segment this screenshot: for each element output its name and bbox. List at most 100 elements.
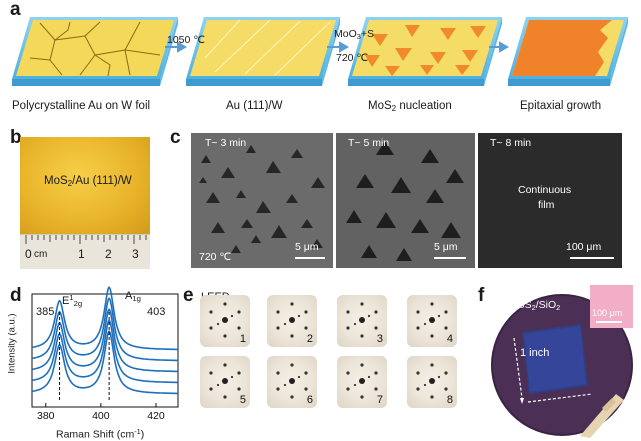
leed-diffraction-spot: [437, 375, 441, 379]
leed-spots: [276, 363, 308, 399]
leed-diffraction-spot: [346, 371, 350, 375]
leed-diffraction-spot: [416, 310, 420, 314]
raman-spectrum-1: [31, 330, 178, 395]
leed-pattern-3: 3: [337, 295, 387, 347]
leed-diffraction-spot: [430, 395, 434, 399]
gold-foil-photo: MoS2/Au (111)/W: [20, 137, 150, 234]
x-tick-label: 400: [92, 410, 110, 422]
leed-diffraction-spot: [276, 387, 280, 391]
leed-diffraction-spot: [216, 322, 220, 326]
leed-number: 7: [376, 394, 383, 406]
leed-diffraction-spot: [304, 387, 308, 391]
sem-5min-triangles: [346, 141, 464, 261]
leed-number: 4: [446, 333, 453, 345]
leed-spots: [346, 302, 378, 338]
leed-diffraction-spot: [423, 322, 427, 326]
peak-a1g-position: 403: [147, 306, 166, 318]
leed-center-spot: [222, 378, 228, 384]
leed-diffraction-spot: [360, 302, 364, 306]
leed-pattern-4: 4: [407, 295, 457, 347]
sem-8min-scale: 100 μm: [566, 241, 602, 253]
inset-scale: 100 μm: [592, 308, 623, 318]
panel-d-label: d: [10, 285, 22, 306]
leed-diffraction-spot: [430, 334, 434, 338]
leed-center-spot: [289, 317, 295, 323]
leed-diffraction-spot: [283, 383, 287, 387]
leed-diffraction-spot: [423, 383, 427, 387]
leed-diffraction-spot: [430, 302, 434, 306]
sem-image-3min: T~ 3 min 720 ℃ 5 μm: [191, 133, 333, 268]
leed-diffraction-spot: [304, 310, 308, 314]
size-arrow: [513, 337, 593, 403]
leed-diffraction-spot: [374, 326, 378, 330]
ruler-three: 3: [132, 247, 139, 261]
sem-8min-scalebar: [570, 257, 614, 259]
wafer-photo: [491, 294, 633, 438]
leed-center-spot: [222, 317, 228, 323]
leed-diffraction-spot: [374, 371, 378, 375]
leed-number: 2: [306, 333, 313, 345]
panel-e-label: e: [183, 285, 194, 306]
leed-diffraction-spot: [444, 326, 448, 330]
leed-center-spot: [429, 378, 435, 384]
raman-xlabel: Raman Shift (cm-1): [56, 427, 145, 441]
inset-scalebar: [596, 321, 622, 323]
leed-diffraction-spot: [444, 371, 448, 375]
ruler-two: 2: [105, 247, 112, 261]
leed-diffraction-spot: [416, 326, 420, 330]
leed-diffraction-spot: [223, 334, 227, 338]
leed-pattern-1: 1: [200, 295, 250, 347]
caption-polycrystalline: Polycrystalline Au on W foil: [12, 100, 151, 112]
leed-diffraction-spot: [444, 387, 448, 391]
sem-3min-scalebar: [295, 257, 325, 259]
leed-center-spot: [359, 378, 365, 384]
ruler-unit: cm: [34, 249, 48, 260]
leed-diffraction-spot: [230, 314, 234, 318]
leed-diffraction-spot: [237, 310, 241, 314]
panel-a-label: a: [10, 0, 21, 20]
substrate-1: [12, 17, 178, 86]
leed-diffraction-spot: [437, 314, 441, 318]
leed-diffraction-spot: [276, 326, 280, 330]
leed-pattern-7: 7: [337, 356, 387, 408]
leed-diffraction-spot: [297, 375, 301, 379]
leed-diffraction-spot: [353, 383, 357, 387]
leed-center-spot: [359, 317, 365, 323]
peak-a1g-label: A1g: [125, 290, 141, 303]
leed-pattern-6: 6: [267, 356, 317, 408]
ruler-ticks: [25, 235, 147, 244]
sem-8min-center-line1: Continuous: [518, 184, 572, 196]
caption-nucleation: MoS2 nucleation: [368, 100, 452, 113]
panel-a-schematic: [12, 17, 628, 86]
leed-diffraction-spot: [430, 363, 434, 367]
leed-number: 6: [306, 394, 313, 406]
raman-spectrum-5: [31, 286, 178, 351]
leed-diffraction-spot: [237, 371, 241, 375]
peak-e2g-label: E12g: [62, 293, 83, 308]
leed-diffraction-spot: [367, 314, 371, 318]
sem-8min-time: T~ 8 min: [490, 137, 532, 149]
leed-spots: [416, 302, 448, 338]
leed-center-spot: [429, 317, 435, 323]
leed-diffraction-spot: [346, 310, 350, 314]
panel-c-label: c: [170, 127, 181, 148]
leed-diffraction-spot: [374, 310, 378, 314]
leed-diffraction-spot: [209, 371, 213, 375]
leed-number: 5: [239, 394, 246, 406]
plot-frame: [31, 293, 179, 408]
leed-diffraction-spot: [444, 310, 448, 314]
leed-diffraction-spot: [237, 326, 241, 330]
sem-image-8min: T~ 8 min Continuous film 100 μm: [478, 133, 622, 268]
x-tick-label: 420: [147, 410, 165, 422]
leed-center-spot: [289, 378, 295, 384]
step2-reagents: MoO3+S: [334, 28, 374, 41]
leed-diffraction-spot: [416, 387, 420, 391]
leed-diffraction-spot: [283, 322, 287, 326]
leed-diffraction-spot: [209, 310, 213, 314]
leed-diffraction-spot: [297, 314, 301, 318]
panel-b-label: b: [10, 127, 22, 148]
leed-diffraction-spot: [304, 326, 308, 330]
sem-5min-scale: 5 μm: [434, 241, 458, 253]
step1-temperature: 1050 ℃: [167, 34, 206, 46]
leed-number: 3: [376, 333, 383, 345]
